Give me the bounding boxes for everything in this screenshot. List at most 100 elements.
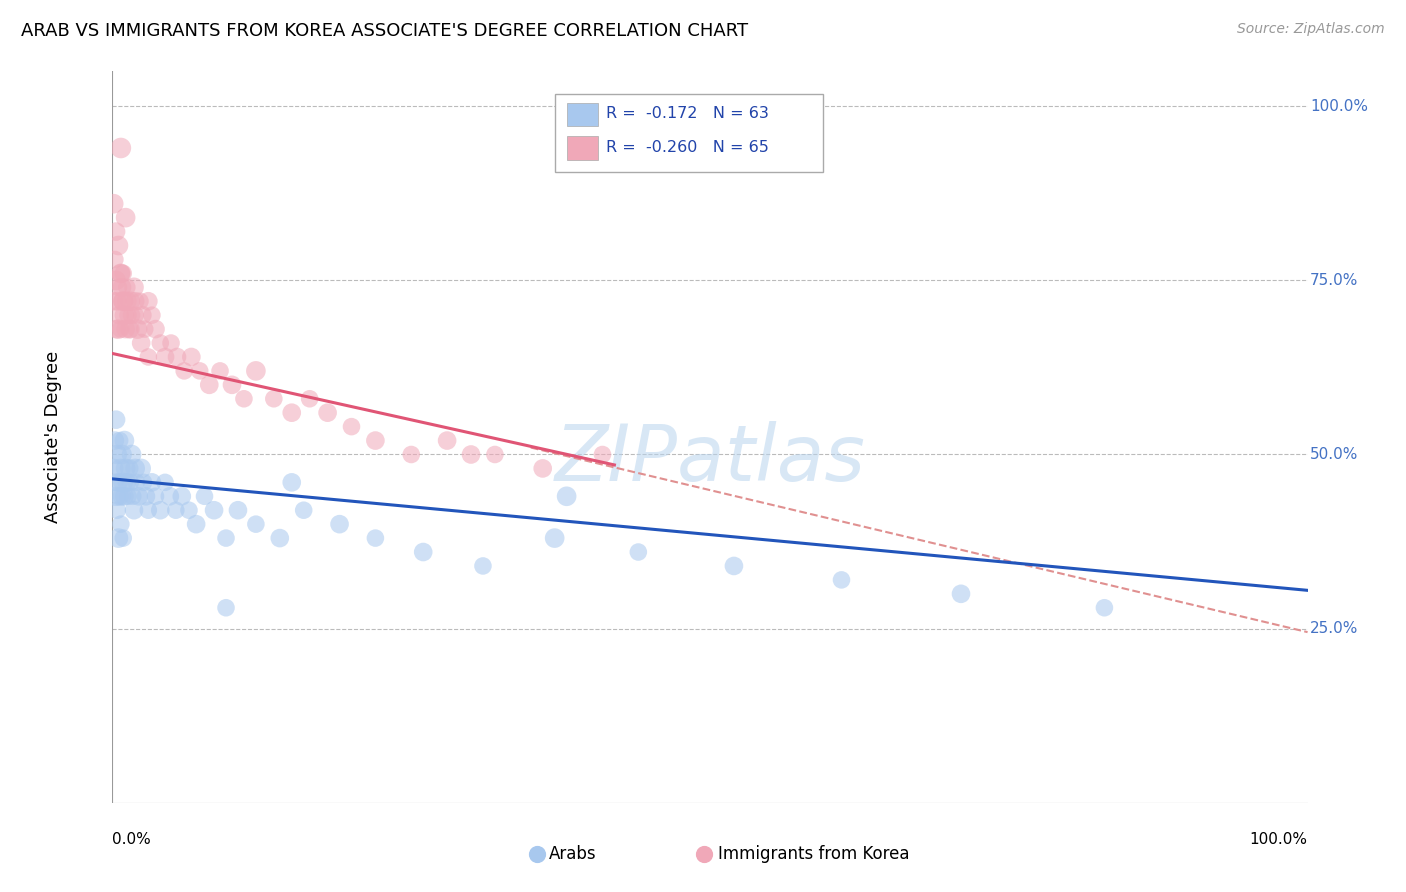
- Text: 25.0%: 25.0%: [1310, 621, 1358, 636]
- Point: [460, 448, 482, 462]
- Point: [723, 558, 745, 573]
- Point: [233, 392, 256, 406]
- Point: [129, 461, 152, 475]
- Point: [138, 503, 160, 517]
- Point: [364, 531, 387, 545]
- Point: [145, 489, 167, 503]
- Point: [209, 364, 232, 378]
- Point: [329, 517, 352, 532]
- Point: [215, 600, 238, 615]
- Point: [120, 322, 142, 336]
- Text: ARAB VS IMMIGRANTS FROM KOREA ASSOCIATE'S DEGREE CORRELATION CHART: ARAB VS IMMIGRANTS FROM KOREA ASSOCIATE'…: [21, 22, 748, 40]
- Point: [117, 308, 139, 322]
- Text: R =  -0.172   N = 63: R = -0.172 N = 63: [606, 106, 769, 120]
- Text: Immigrants from Korea: Immigrants from Korea: [718, 845, 910, 863]
- Point: [121, 489, 143, 503]
- Point: [166, 350, 188, 364]
- Text: 75.0%: 75.0%: [1310, 273, 1358, 288]
- Point: [831, 573, 853, 587]
- Point: [198, 377, 221, 392]
- Point: [555, 489, 578, 503]
- Point: [145, 322, 167, 336]
- Point: [472, 558, 495, 573]
- Point: [436, 434, 458, 448]
- Point: [526, 845, 548, 859]
- Point: [292, 503, 315, 517]
- Point: [120, 475, 142, 490]
- Point: [122, 503, 145, 517]
- Point: [188, 364, 211, 378]
- Point: [111, 448, 134, 462]
- Point: [138, 294, 160, 309]
- Point: [122, 280, 145, 294]
- Point: [114, 434, 135, 448]
- Point: [110, 461, 132, 475]
- Point: [120, 294, 142, 309]
- Point: [114, 461, 136, 475]
- Point: [103, 294, 125, 309]
- Point: [117, 489, 139, 503]
- Point: [627, 545, 650, 559]
- Point: [153, 350, 176, 364]
- Text: Source: ZipAtlas.com: Source: ZipAtlas.com: [1237, 22, 1385, 37]
- Point: [127, 322, 149, 336]
- Point: [141, 475, 163, 490]
- Point: [105, 322, 128, 336]
- Point: [173, 364, 195, 378]
- Point: [111, 280, 134, 294]
- Point: [316, 406, 339, 420]
- Point: [202, 503, 225, 517]
- Point: [104, 475, 127, 490]
- Point: [110, 266, 132, 280]
- Point: [263, 392, 285, 406]
- Point: [226, 503, 249, 517]
- Point: [103, 196, 125, 211]
- Point: [107, 280, 129, 294]
- Point: [105, 225, 128, 239]
- Point: [118, 461, 141, 475]
- Point: [112, 294, 135, 309]
- Point: [118, 322, 141, 336]
- Point: [693, 845, 716, 859]
- Point: [121, 448, 143, 462]
- Point: [112, 531, 135, 545]
- Point: [281, 475, 304, 490]
- Point: [531, 461, 554, 475]
- Point: [138, 350, 160, 364]
- Point: [125, 475, 148, 490]
- Point: [131, 308, 153, 322]
- Point: [111, 489, 134, 503]
- Point: [114, 322, 136, 336]
- Point: [245, 364, 267, 378]
- Point: [105, 412, 128, 426]
- Point: [107, 322, 129, 336]
- Point: [245, 517, 267, 532]
- Point: [269, 531, 291, 545]
- Point: [121, 308, 143, 322]
- Point: [105, 273, 128, 287]
- Text: Arabs: Arabs: [548, 845, 596, 863]
- Point: [110, 266, 132, 280]
- Point: [128, 489, 150, 503]
- Text: 100.0%: 100.0%: [1310, 99, 1368, 113]
- Point: [115, 294, 138, 309]
- Point: [104, 434, 127, 448]
- Point: [129, 336, 152, 351]
- Point: [110, 141, 132, 155]
- Point: [124, 308, 146, 322]
- Text: 0.0%: 0.0%: [112, 832, 152, 847]
- Text: ZIPatlas: ZIPatlas: [554, 421, 866, 497]
- Point: [103, 461, 125, 475]
- Point: [141, 308, 163, 322]
- Point: [114, 308, 135, 322]
- Point: [153, 475, 176, 490]
- Text: 50.0%: 50.0%: [1310, 447, 1358, 462]
- Point: [543, 531, 565, 545]
- Point: [149, 503, 172, 517]
- Point: [105, 489, 128, 503]
- Point: [170, 489, 193, 503]
- Text: R =  -0.260   N = 65: R = -0.260 N = 65: [606, 140, 769, 154]
- Point: [159, 489, 181, 503]
- Point: [215, 531, 238, 545]
- Point: [114, 211, 136, 225]
